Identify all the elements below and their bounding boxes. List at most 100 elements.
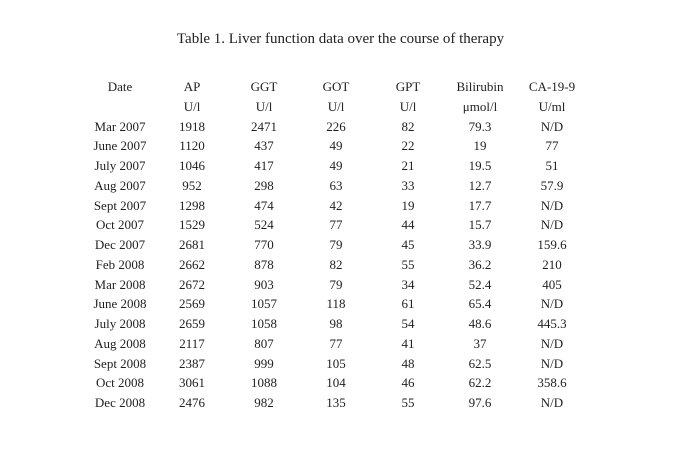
date-cell: Aug 2008 <box>94 335 146 351</box>
value-cell: 1058 <box>251 316 277 331</box>
date-cell: Mar 2008 <box>94 276 146 292</box>
value-cell: 1088 <box>251 375 277 391</box>
value-cell: 51 <box>545 158 559 173</box>
value-cell: 524 <box>254 217 274 233</box>
value-cell: 41 <box>401 335 415 351</box>
value-cell: 1298 <box>179 197 205 213</box>
date-cell: July 2007 <box>94 158 146 173</box>
value-cell: N/D <box>540 395 564 410</box>
value-cell: 2659 <box>179 316 205 331</box>
value-cell: 79 <box>329 276 343 292</box>
value-cell: 77 <box>329 335 343 351</box>
value-cell: N/D <box>540 335 564 351</box>
column-header: GGT <box>250 79 278 94</box>
date-cell: Feb 2008 <box>95 256 145 272</box>
date-cell: Dec 2008 <box>94 395 146 410</box>
value-cell: 33 <box>401 177 415 193</box>
value-cell: 118 <box>326 296 346 312</box>
value-cell: 1529 <box>179 217 205 233</box>
value-cell: 17.7 <box>468 197 492 213</box>
value-cell: 12.7 <box>468 177 492 193</box>
value-cell: 952 <box>182 177 202 193</box>
value-cell: N/D <box>540 355 564 371</box>
value-cell: 1120 <box>179 138 205 154</box>
table-row: June 2008 2569 1057 118 61 65.4 N/D <box>84 294 588 314</box>
value-cell: 1046 <box>179 158 205 173</box>
value-cell: 417 <box>254 158 274 173</box>
value-cell: 65.4 <box>468 296 492 312</box>
table-row: Sept 2007 1298 474 42 19 17.7 N/D <box>84 196 588 216</box>
value-cell: 358.6 <box>537 375 567 391</box>
value-cell: 445.3 <box>537 316 567 331</box>
value-cell: 82 <box>401 118 415 134</box>
value-cell: 2681 <box>179 237 205 252</box>
value-cell: 104 <box>326 375 346 391</box>
value-cell: 19 <box>473 138 487 154</box>
value-cell: 61 <box>401 296 415 312</box>
value-cell: 77 <box>545 138 559 154</box>
value-cell: 437 <box>254 138 274 154</box>
value-cell: 2387 <box>179 355 205 371</box>
date-cell: Oct 2008 <box>95 375 145 391</box>
value-cell: 982 <box>254 395 274 410</box>
column-header: GOT <box>322 79 350 94</box>
value-cell: 79.3 <box>468 118 492 134</box>
value-cell: N/D <box>540 217 564 233</box>
column-header: Bilirubin <box>456 79 504 94</box>
value-cell: 77 <box>329 217 343 233</box>
value-cell: 210 <box>542 256 562 272</box>
value-cell: 49 <box>329 158 343 173</box>
value-cell: 21 <box>401 158 415 173</box>
value-cell: 33.9 <box>468 237 492 252</box>
value-cell: 770 <box>254 237 274 252</box>
value-cell: 878 <box>254 256 274 272</box>
liver-function-table: Date AP GGT GOT GPT Bilirubin CA-19-9 U/l U/l U/… <box>84 77 588 413</box>
value-cell: 36.2 <box>468 256 492 272</box>
value-cell: 999 <box>254 355 274 371</box>
table-row: June 2007 1120 437 49 22 19 77 <box>84 136 588 156</box>
value-cell: 98 <box>329 316 343 331</box>
value-cell: 48.6 <box>468 316 492 331</box>
value-cell: 22 <box>401 138 415 154</box>
table-row: Dec 2008 2476 982 135 55 97.6 N/D <box>84 393 588 413</box>
date-cell: Oct 2007 <box>95 217 145 233</box>
value-cell: 46 <box>401 375 415 391</box>
value-cell: 15.7 <box>468 217 492 233</box>
column-unit <box>84 97 156 117</box>
value-cell: 57.9 <box>540 177 564 193</box>
value-cell: 62.5 <box>468 355 492 371</box>
table-body: Mar 2007 1918 2471 226 82 79.3 N/D June 2007 112… <box>84 117 588 413</box>
date-cell: Mar 2007 <box>94 118 146 134</box>
date-cell: Dec 2007 <box>94 237 146 252</box>
date-cell: Sept 2008 <box>93 355 147 371</box>
column-unit: U/l <box>399 98 417 114</box>
column-unit: U/l <box>183 98 201 114</box>
table-row: Dec 2007 2681 770 79 45 33.9 159.6 <box>84 235 588 255</box>
value-cell: 807 <box>254 335 274 351</box>
column-header: GPT <box>395 79 421 94</box>
value-cell: 226 <box>326 118 346 134</box>
value-cell: 19 <box>401 197 415 213</box>
value-cell: 62.2 <box>468 375 492 391</box>
table-row: Oct 2007 1529 524 77 44 15.7 N/D <box>84 215 588 235</box>
date-cell: Aug 2007 <box>94 177 146 193</box>
value-cell: 45 <box>401 237 415 252</box>
value-cell: 63 <box>329 177 343 193</box>
column-unit: U/l <box>255 98 273 114</box>
date-cell: Sept 2007 <box>93 197 147 213</box>
value-cell: 159.6 <box>537 237 567 252</box>
value-cell: 2476 <box>179 395 205 410</box>
value-cell: 2672 <box>179 276 205 292</box>
table-row: Oct 2008 3061 1088 104 46 62.2 358.6 <box>84 373 588 393</box>
value-cell: 474 <box>254 197 274 213</box>
value-cell: 903 <box>254 276 274 292</box>
table-caption: Table 1. Liver function data over the co… <box>176 31 505 47</box>
value-cell: 79 <box>329 237 343 252</box>
table-row: Sept 2008 2387 999 105 48 62.5 N/D <box>84 354 588 374</box>
value-cell: 44 <box>401 217 415 233</box>
table-row: Aug 2007 952 298 63 33 12.7 57.9 <box>84 176 588 196</box>
value-cell: 97.6 <box>468 395 492 410</box>
column-header: Date <box>107 79 133 94</box>
value-cell: 34 <box>401 276 415 292</box>
value-cell: 48 <box>401 355 415 371</box>
